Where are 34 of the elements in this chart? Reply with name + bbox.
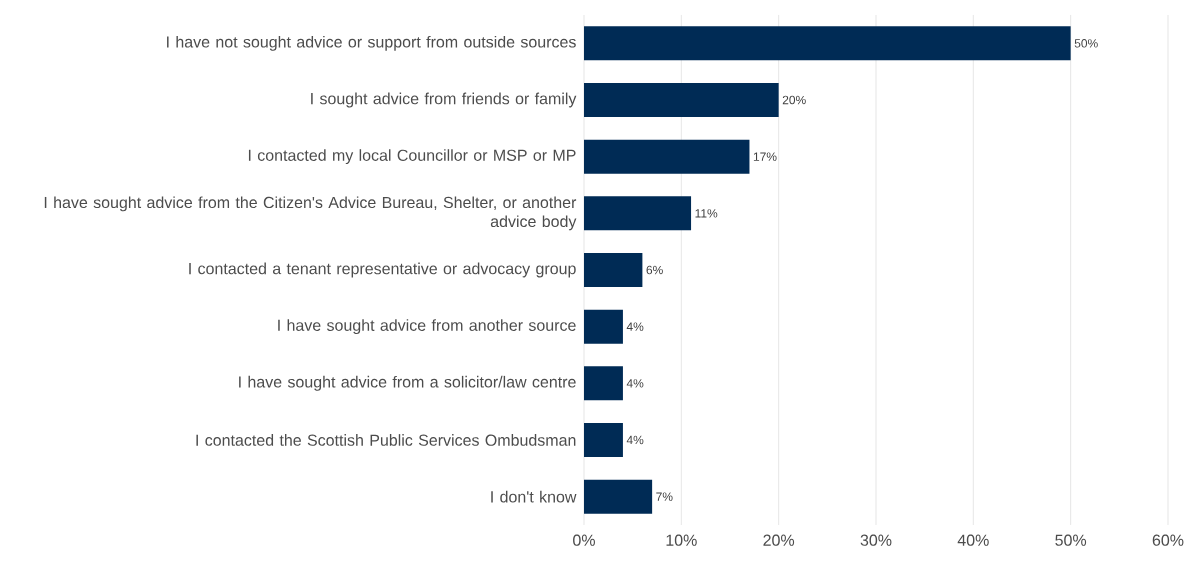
y-tick-label: I have not sought advice or support from outside sources <box>167 35 576 51</box>
bar <box>584 252 643 287</box>
bar <box>584 83 779 117</box>
data-label: 4% <box>626 435 644 445</box>
x-tick-label: 30% <box>860 534 892 546</box>
y-tick-label: I don't know <box>491 490 577 503</box>
bar <box>584 366 623 401</box>
data-label: 4% <box>626 322 644 331</box>
bar <box>584 479 653 514</box>
x-tick-label: 0% <box>573 534 595 546</box>
data-label: 4% <box>626 379 644 388</box>
y-tick-label: I sought advice from friends or family <box>311 92 577 108</box>
bar <box>584 309 623 344</box>
data-label: 50% <box>1074 39 1098 48</box>
x-tick-label: 20% <box>763 534 795 546</box>
data-label: 20% <box>782 95 806 105</box>
y-tick-label: I have sought advice from a solicitor/law centre <box>239 375 576 391</box>
x-tick-label: 40% <box>957 534 989 546</box>
x-tick-label: 50% <box>1055 534 1087 546</box>
y-tick-label: I contacted my local Councillor or MSP or MP <box>248 149 576 165</box>
x-tick-label: 10% <box>666 534 697 546</box>
bar <box>584 26 1071 61</box>
y-tick-label: I have sought advice from another source <box>278 319 576 335</box>
y-tick-label: I have sought advice from the Citizen's Advice Bureau, Shelter, or another advice body <box>44 196 577 231</box>
data-label: 17% <box>753 152 777 161</box>
bar <box>584 139 750 174</box>
y-tick-label: I contacted the Scottish Public Services Ombudsman <box>196 434 576 446</box>
x-tick-label: 60% <box>1152 534 1184 546</box>
data-label: 7% <box>656 492 673 501</box>
y-tick-label: I contacted a tenant representative or advocacy group <box>189 262 576 278</box>
bar <box>584 196 692 231</box>
data-label: 6% <box>646 265 663 275</box>
bar <box>584 422 623 457</box>
data-label: 11% <box>695 209 718 218</box>
